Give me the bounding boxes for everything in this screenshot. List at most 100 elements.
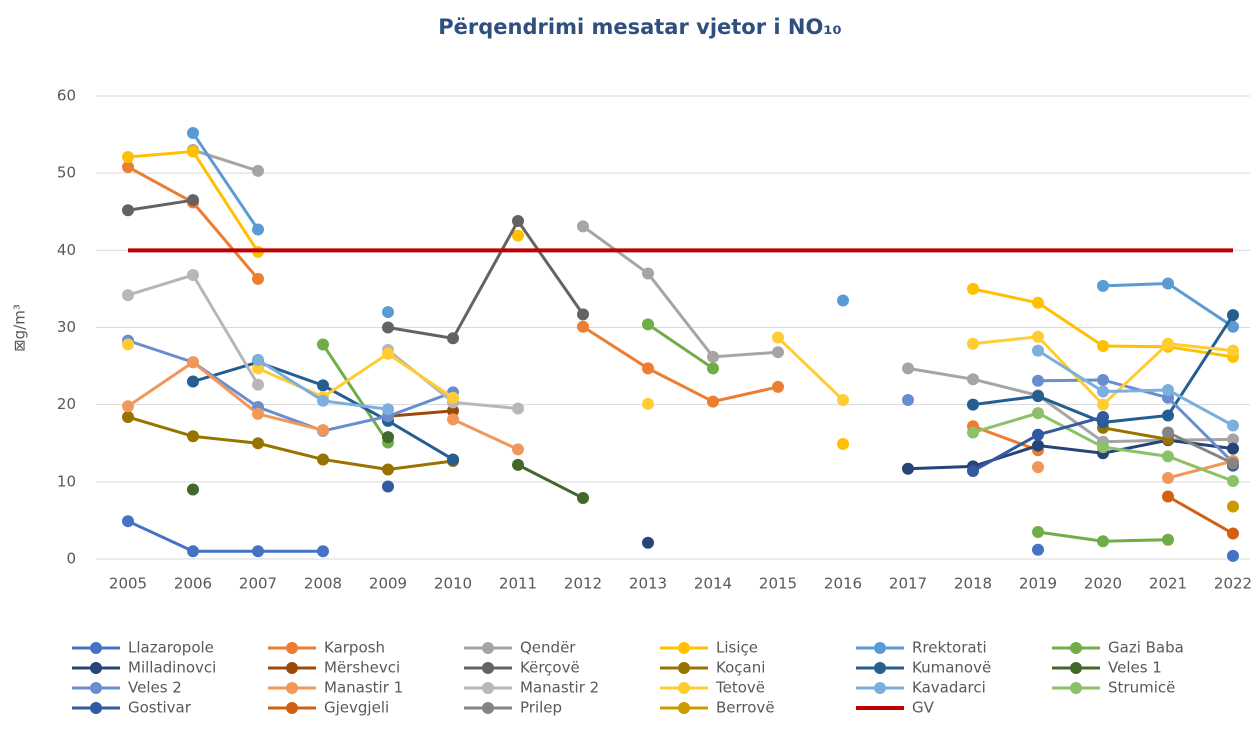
legend-marker [90,682,102,694]
data-point [967,398,979,411]
legend-label: Manastir 1 [324,679,403,697]
series-line [907,438,1234,471]
data-point [122,289,134,302]
data-point [1227,344,1239,357]
chart-title: Përqendrimi mesatar vjetor i NO₁₀ [438,15,841,39]
data-point [1097,340,1109,353]
legend-label: Karposh [324,639,385,657]
data-point [772,346,784,359]
legend-marker [874,682,886,694]
data-point [187,269,199,282]
x-tick-label: 2020 [1084,575,1122,593]
data-point [317,545,329,558]
series-line [127,198,194,212]
data-point [1097,385,1109,398]
data-point [1162,471,1174,484]
data-point [1162,337,1174,350]
data-point [1032,439,1044,452]
series-line [582,225,779,359]
data-point [967,465,979,478]
x-tick-label: 2015 [759,575,797,593]
x-tick-label: 2018 [954,575,992,593]
data-point [382,347,394,360]
legend-label: Llazaropole [128,639,214,657]
series-line [192,360,454,461]
data-point [1162,490,1174,503]
legend-label: Milladinovci [128,659,216,677]
x-tick-label: 2008 [304,575,342,593]
data-point [1097,373,1109,386]
data-point [252,437,264,450]
legend-marker [1070,662,1082,674]
data-point [122,515,134,528]
y-tick-label: 60 [57,87,76,105]
series-line [387,218,585,340]
data-point [252,164,264,177]
data-point [122,338,134,351]
legend-label: Strumicë [1108,679,1175,697]
legend-label: Gazi Baba [1108,639,1184,657]
x-tick-label: 2022 [1214,575,1252,593]
legend-label: Kumanovë [912,659,991,677]
data-point [317,453,329,466]
legend-label: Koçani [716,659,765,677]
data-point [187,127,199,140]
legend-marker [482,642,494,654]
data-point [577,492,589,505]
data-point [1227,309,1239,322]
series-line [192,148,259,173]
data-point [512,443,524,456]
data-point [447,391,459,404]
legend-marker [286,682,298,694]
data-point [252,378,264,391]
data-point [1227,320,1239,333]
data-point [837,394,849,407]
data-point [1032,428,1044,441]
legend-marker [678,702,690,714]
legend-label: Kavadarci [912,679,986,697]
data-point [317,424,329,437]
legend-marker [286,662,298,674]
legend-marker [678,642,690,654]
y-tick-label: 20 [57,395,76,413]
data-point [1227,500,1239,513]
data-point [447,453,459,466]
data-point [252,407,264,420]
data-point [1032,330,1044,343]
series-line [647,323,714,370]
data-point [902,362,914,375]
data-point [122,411,134,424]
legend-label: Lisiçe [716,639,758,657]
data-point [1227,433,1239,446]
data-point [967,282,979,295]
data-point [447,404,459,417]
legend-marker [482,662,494,674]
series-line [776,336,845,402]
x-tick-label: 2013 [629,575,667,593]
data-point [902,462,914,475]
data-point [122,204,134,217]
data-point [1227,457,1239,470]
y-tick-label: 0 [66,550,76,568]
series-line [127,519,323,553]
data-point [837,438,849,451]
data-point [967,373,979,386]
y-axis-label: ⊠g/m³ [11,304,29,352]
x-tick-label: 2009 [369,575,407,593]
data-point [122,400,134,413]
series-line [1102,281,1234,328]
x-tick-label: 2016 [824,575,862,593]
data-point [1162,409,1174,422]
x-tick-label: 2014 [694,575,732,593]
data-point [187,375,199,388]
data-point [382,321,394,334]
data-point [382,463,394,476]
data-point [577,220,589,233]
data-point [512,458,524,471]
data-point [837,294,849,307]
data-point [772,380,784,393]
series-line [127,360,324,432]
legend-label: Mërshevci [324,659,400,677]
data-point [252,545,264,558]
